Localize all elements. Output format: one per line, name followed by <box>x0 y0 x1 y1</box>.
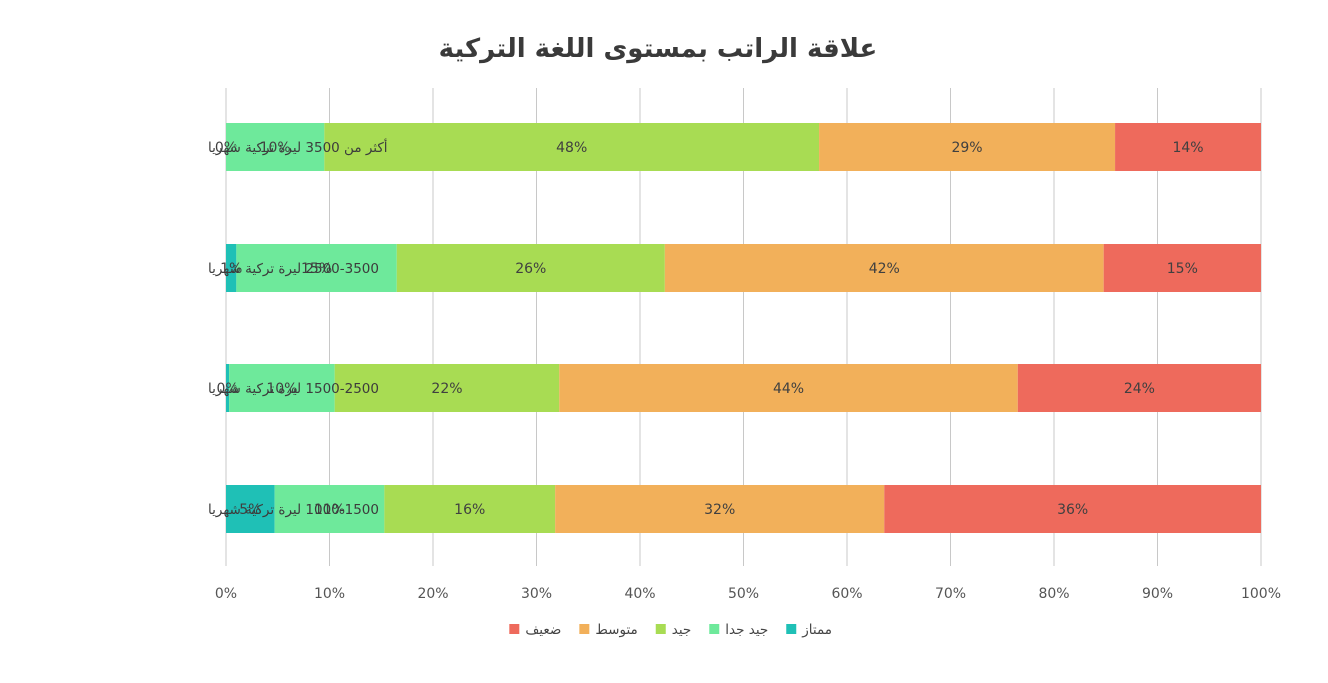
data-label: 10% <box>260 140 291 156</box>
x-tick-label: 20% <box>417 586 448 602</box>
data-label: 48% <box>556 140 587 156</box>
category-label: 1500-2500 ليرة تركية شهريا <box>208 381 379 397</box>
legend-swatch <box>509 624 520 634</box>
x-tick-label: 100% <box>1241 586 1281 602</box>
legend-label: متوسط <box>595 622 637 638</box>
bar-segment <box>324 123 820 171</box>
data-label: 10% <box>266 381 297 397</box>
legend-label: جيد <box>672 622 692 638</box>
bar-segment <box>226 364 230 412</box>
bar-segment <box>274 485 385 533</box>
category-label: 1000-1500 ليرة تركية شهريا <box>208 502 379 518</box>
legend-label: جيد جدا <box>725 622 768 638</box>
bar-segment <box>559 364 1018 412</box>
bar-segment <box>226 485 275 533</box>
legend-item: ممتاز <box>786 622 832 638</box>
bar-segment <box>555 485 885 533</box>
data-label: 24% <box>1124 381 1155 397</box>
bar-segment <box>334 364 560 412</box>
bar-segment <box>819 123 1116 171</box>
bar-segment <box>396 244 665 292</box>
data-label: 42% <box>869 261 900 277</box>
x-axis: 0% 10% 20% 30% 40% 50% 60% 70% 80% 90% 100% <box>215 586 1281 602</box>
data-labels: 0% 10% 48% 29% 14% 1% 15% 26% 42% 15% 0% 10% 22% 44% 2… <box>215 140 1204 518</box>
x-tick-label: 10% <box>314 586 345 602</box>
data-label: 15% <box>301 261 332 277</box>
data-label: 0% <box>215 140 237 156</box>
legend-label: ضعيف <box>525 622 561 638</box>
category-label: أكثر من 3500 ليرة تركية شهريا <box>208 138 388 156</box>
data-label: 11% <box>314 502 345 518</box>
bar-segment <box>236 244 397 292</box>
x-tick-label: 60% <box>831 586 862 602</box>
data-label: 26% <box>515 261 546 277</box>
bar-segment <box>884 485 1261 533</box>
data-label: 1% <box>220 261 242 277</box>
x-tick-label: 30% <box>521 586 552 602</box>
data-label: 16% <box>454 502 485 518</box>
bar-segment <box>1115 123 1261 171</box>
x-tick-label: 70% <box>935 586 966 602</box>
bar-segment <box>1017 364 1261 412</box>
legend-swatch <box>579 624 590 634</box>
chart-title: علاقة الراتب بمستوى اللغة التركية <box>439 34 878 64</box>
x-tick-label: 40% <box>624 586 655 602</box>
bar-segment <box>1103 244 1261 292</box>
x-tick-label: 50% <box>728 586 759 602</box>
bar-segment <box>384 485 556 533</box>
bar-segment <box>226 244 237 292</box>
x-tick-label: 90% <box>1142 586 1173 602</box>
legend-item: متوسط <box>579 622 638 638</box>
x-tick-label: 80% <box>1038 586 1069 602</box>
bar-segment <box>229 364 335 412</box>
data-label: 36% <box>1057 502 1088 518</box>
data-label: 5% <box>239 502 261 518</box>
bar-segment <box>226 123 325 171</box>
legend: ممتاز جيد جدا جيد متوسط ضعيف <box>509 622 832 638</box>
legend-swatch <box>709 624 720 634</box>
bars <box>226 123 1261 533</box>
data-label: 0% <box>216 381 238 397</box>
legend-item: جيد جدا <box>709 622 768 638</box>
legend-swatch <box>655 624 666 634</box>
data-label: 32% <box>704 502 735 518</box>
legend-item: ضعيف <box>509 622 561 638</box>
y-axis-categories: أكثر من 3500 ليرة تركية شهريا 2500-3500 ل… <box>208 138 388 518</box>
category-label: 2500-3500 ليرة تركية شهريا <box>208 261 379 277</box>
x-tick-label: 0% <box>215 586 237 602</box>
data-label: 44% <box>773 381 804 397</box>
legend-item: جيد <box>655 622 692 638</box>
data-label: 22% <box>431 381 462 397</box>
data-label: 14% <box>1172 140 1203 156</box>
data-label: 29% <box>951 140 982 156</box>
legend-swatch <box>786 624 797 634</box>
bar-segment <box>664 244 1104 292</box>
legend-label: ممتاز <box>801 622 832 638</box>
data-label: 15% <box>1167 261 1198 277</box>
